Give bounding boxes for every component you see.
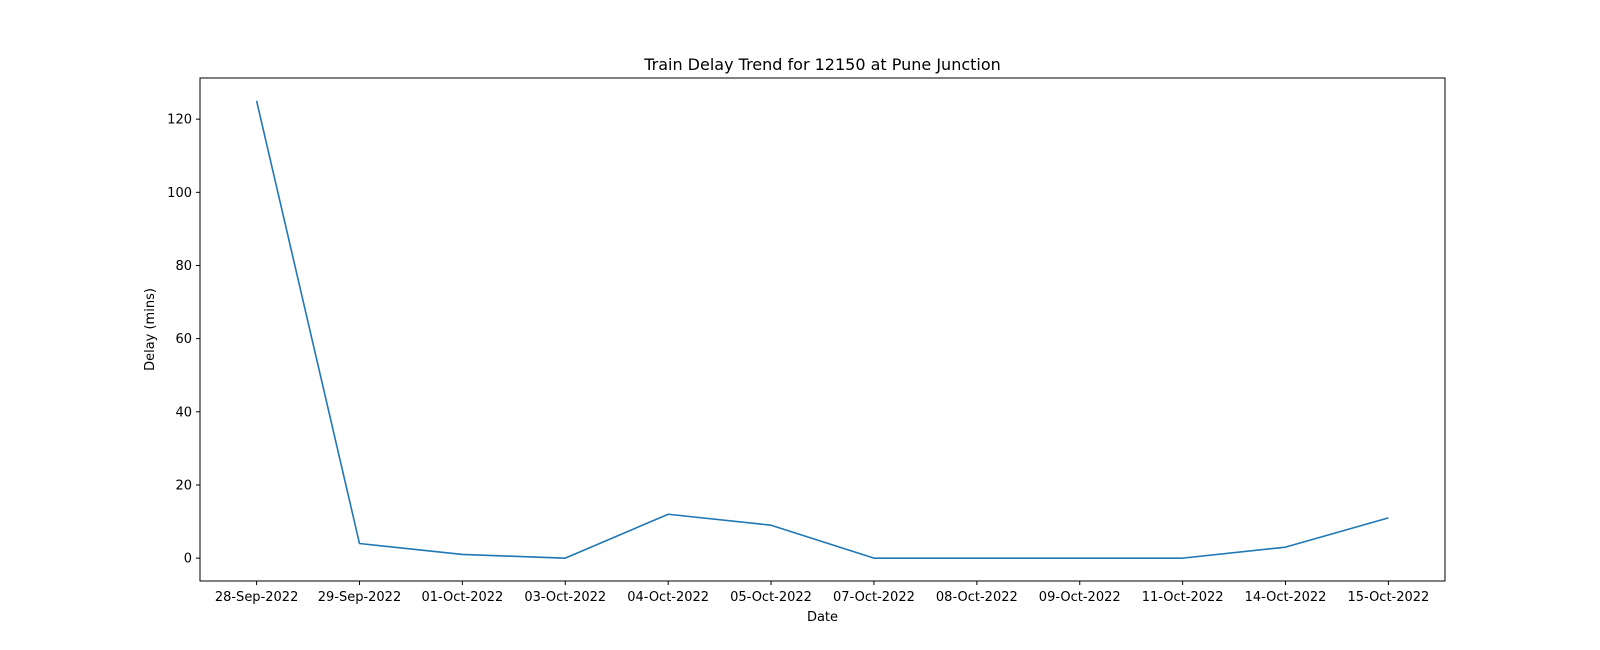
x-axis-label: Date: [807, 610, 838, 625]
y-tick-label: 80: [175, 259, 192, 274]
x-tick-label: 28-Sep-2022: [215, 590, 299, 605]
y-axis-label: Delay (mins): [143, 288, 158, 371]
plot-frame: [199, 77, 1446, 582]
x-tick-label: 04-Oct-2022: [627, 590, 709, 605]
series-layer: [255, 100, 1389, 559]
series-line: [255, 100, 1389, 559]
x-tick-label: 11-Oct-2022: [1142, 590, 1224, 605]
y-tick-label: 20: [175, 478, 192, 493]
y-tick-label: 120: [167, 113, 192, 128]
y-axis: 0 20 40 60 80 100 120: [167, 113, 200, 567]
y-tick-label: 100: [167, 186, 192, 201]
x-tick-label: 29-Sep-2022: [318, 590, 402, 605]
x-tick-label: 03-Oct-2022: [524, 590, 606, 605]
y-tick-label: 0: [184, 552, 192, 567]
x-axis: 28-Sep-2022 29-Sep-2022 01-Oct-2022 03-Oct-…: [215, 581, 1429, 605]
plot-area: [200, 78, 1445, 581]
x-tick-label: 07-Oct-2022: [833, 590, 915, 605]
y-tick-label: 40: [175, 405, 192, 420]
x-tick-label: 14-Oct-2022: [1245, 590, 1327, 605]
x-tick-label: 08-Oct-2022: [936, 590, 1018, 605]
y-tick-label: 60: [175, 332, 192, 347]
x-tick-label: 15-Oct-2022: [1347, 590, 1429, 605]
x-tick-label: 05-Oct-2022: [730, 590, 812, 605]
x-tick-label: 09-Oct-2022: [1039, 590, 1121, 605]
x-tick-label: 01-Oct-2022: [421, 590, 503, 605]
chart-title: Train Delay Trend for 12150 at Pune Junc…: [643, 55, 1001, 74]
